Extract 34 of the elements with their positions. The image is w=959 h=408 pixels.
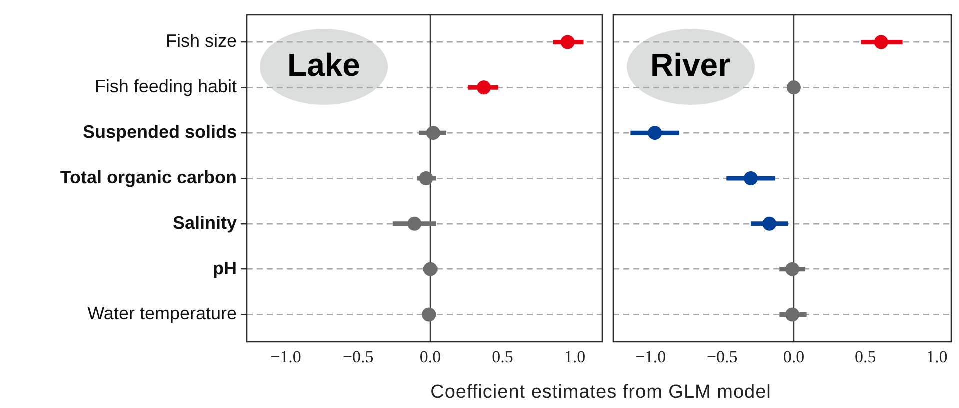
x-tick-label: 0.0	[783, 348, 805, 367]
point	[419, 172, 434, 186]
point	[762, 216, 777, 231]
y-tick-label: pH	[213, 258, 237, 278]
x-tick-label: 1.0	[564, 348, 586, 367]
point	[477, 80, 491, 95]
point	[426, 126, 440, 140]
y-tick-label: Salinity	[172, 212, 237, 233]
point	[648, 126, 662, 140]
x-tick-label: 0.0	[420, 348, 442, 367]
annotation: Lake	[288, 46, 360, 83]
x-tick-label: 0.5	[492, 348, 514, 367]
point	[560, 35, 575, 50]
point	[874, 35, 888, 50]
point	[744, 172, 758, 186]
point	[408, 216, 422, 231]
x-tick-label: −0.5	[706, 348, 738, 367]
point	[422, 308, 436, 322]
y-tick-label: Suspended solids	[82, 122, 237, 142]
y-tick-label: Total organic carbon	[60, 167, 237, 188]
point	[786, 262, 800, 276]
y-tick-label: Fish size	[166, 31, 237, 52]
y-tick-label: Water temperature	[88, 304, 237, 324]
point	[424, 262, 438, 276]
x-tick-label: −1.0	[635, 348, 666, 367]
point	[786, 80, 801, 95]
annotation: River	[650, 46, 731, 83]
x-tick-label: 1.0	[926, 348, 948, 367]
x-tick-label: −0.5	[342, 348, 374, 367]
y-tick-label: Fish feeding habit	[94, 76, 237, 97]
point	[786, 308, 800, 322]
x-tick-label: 0.5	[854, 348, 876, 367]
x-tick-label: −1.0	[270, 348, 302, 367]
x-axis-title: Coefficient estimates from GLM model	[430, 382, 772, 404]
